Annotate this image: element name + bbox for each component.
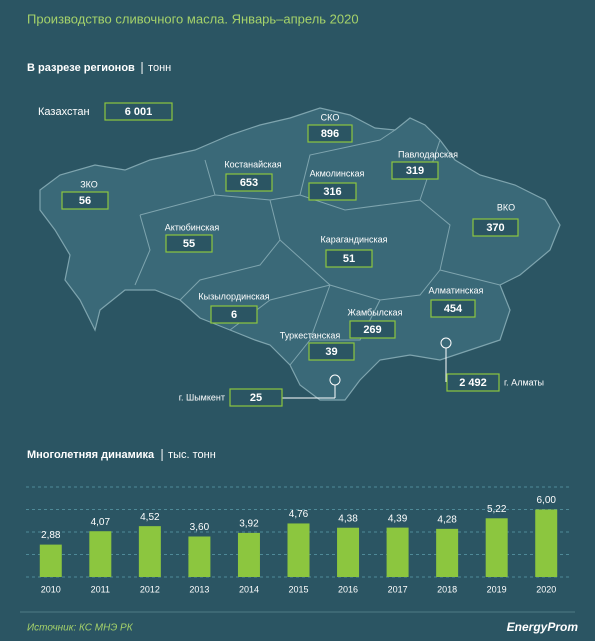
bar (237, 532, 260, 577)
region-name: Казахстан (38, 106, 90, 118)
brand: EnergyProm (507, 620, 579, 634)
bar (337, 527, 360, 577)
chart-title: Многолетняя динамика (27, 449, 155, 461)
region-name: г. Алматы (504, 377, 544, 387)
value-label: 4,28 (437, 514, 457, 525)
value-label: 6,00 (536, 495, 556, 506)
region-value: 370 (486, 222, 504, 234)
x-tick-label: 2014 (239, 584, 259, 594)
region-borders (134, 129, 501, 366)
value-box (308, 182, 357, 201)
x-tick-label: 2019 (487, 584, 507, 594)
x-tick-label: 2013 (189, 584, 209, 594)
region-name: ВКО (497, 202, 515, 212)
value-box (165, 234, 213, 253)
x-tick-label: 2020 (536, 584, 556, 594)
bar (89, 531, 112, 577)
bar (188, 536, 211, 577)
value-box (472, 218, 519, 237)
bar (287, 523, 310, 577)
region-value: 25 (250, 392, 262, 404)
x-tick-label: 2012 (140, 584, 160, 594)
x-tick-label: 2017 (388, 584, 408, 594)
x-tick-label: 2016 (338, 584, 358, 594)
city-marker (329, 374, 341, 386)
value-label: 5,22 (487, 504, 507, 515)
bar (535, 509, 558, 577)
source: Источник: КС МНЭ РК (27, 623, 134, 634)
region-value: 39 (325, 346, 337, 358)
region-name: Жамбылская (348, 307, 403, 317)
region-value: 55 (183, 238, 195, 250)
x-tick-label: 2011 (91, 584, 110, 594)
value-box (104, 102, 173, 121)
x-tick-label: 2015 (288, 584, 308, 594)
x-tick-label: 2010 (41, 584, 61, 594)
value-box (229, 388, 283, 407)
region-value: 316 (323, 186, 341, 198)
region-name: Кызылординская (198, 291, 269, 301)
map-unit: тонн (148, 62, 171, 74)
region-value: 56 (79, 195, 91, 207)
title: Производство сливочного масла. Январь–ап… (27, 11, 359, 26)
bar (485, 518, 508, 577)
value-label: 4,07 (91, 517, 111, 528)
region-value: 2 492 (459, 377, 487, 389)
region-value: 6 (231, 309, 237, 321)
value-label: 2,88 (41, 530, 61, 541)
value-box (225, 173, 273, 192)
value-label: 4,76 (289, 509, 309, 520)
value-box (307, 124, 353, 143)
region-name: Алматинская (429, 285, 484, 295)
region-value: 269 (363, 324, 381, 336)
bar (39, 544, 62, 577)
region-name: СКО (321, 112, 340, 122)
value-box (61, 191, 109, 210)
value-box (308, 342, 355, 361)
map-title: В разрезе регионов (27, 62, 135, 74)
chart-unit: тыс. тонн (168, 449, 216, 461)
region-name: Туркестанская (280, 330, 341, 340)
region-value: 454 (444, 303, 463, 315)
value-box (391, 161, 439, 180)
value-box (325, 249, 373, 268)
value-box (210, 305, 258, 324)
region-name: Акмолинская (310, 168, 365, 178)
country-outline (39, 107, 561, 401)
bar (386, 527, 409, 577)
region-name: Костанайская (224, 159, 281, 169)
x-tick-label: 2018 (437, 584, 457, 594)
value-box (430, 299, 476, 318)
value-label: 4,39 (388, 513, 408, 524)
region-value: 653 (240, 177, 258, 189)
bar (436, 528, 459, 577)
region-value: 319 (406, 165, 424, 177)
city-marker (440, 337, 452, 349)
region-name: ЗКО (80, 179, 98, 189)
region-value: 51 (343, 253, 355, 265)
region-name: Павлодарская (398, 149, 458, 159)
value-label: 3,60 (190, 522, 210, 533)
bar (138, 526, 161, 577)
region-name: Актюбинская (165, 222, 220, 232)
value-box (349, 320, 396, 339)
value-label: 3,92 (239, 519, 259, 530)
value-label: 4,52 (140, 512, 160, 523)
region-value: 6 001 (125, 106, 153, 118)
value-box (446, 373, 500, 392)
region-value: 896 (321, 128, 339, 140)
value-label: 4,38 (338, 513, 358, 524)
region-name: г. Шымкент (179, 392, 225, 402)
region-name: Карагандинская (320, 234, 387, 244)
